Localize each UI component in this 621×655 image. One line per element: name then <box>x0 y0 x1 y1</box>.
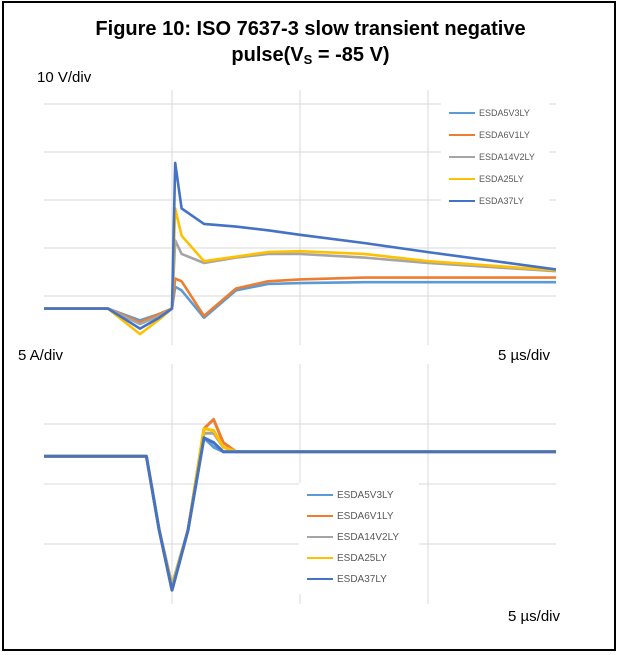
legend-entry: ESDA5V3LY <box>479 108 530 118</box>
series-line-esda25ly <box>44 207 556 336</box>
series-line-esda14v2ly <box>44 239 556 326</box>
legend-entry: ESDA6V1LY <box>479 130 530 140</box>
legend-entry: ESDA6V1LY <box>337 511 394 522</box>
legend-entry: ESDA25LY <box>479 174 524 184</box>
legend-entry: ESDA25LY <box>337 553 387 564</box>
legend: ESDA5V3LY ESDA6V1LY ESDA14V2LY ESDA25LY ESDA… <box>441 101 549 217</box>
legend-background <box>441 101 549 217</box>
voltage-chart: ESDA5V3LY ESDA6V1LY ESDA14V2LY ESDA25LY ESDA… <box>44 90 556 345</box>
series-line-esda37ly <box>44 161 556 330</box>
current-chart: ESDA5V3LY ESDA6V1LY ESDA14V2LY ESDA25LY ESDA… <box>44 364 556 604</box>
legend-entry: ESDA14V2LY <box>337 532 399 543</box>
current-scale-label: 5 A/div <box>18 347 64 364</box>
voltage-time-label: 5 µs/div <box>498 347 550 364</box>
legend-background <box>299 483 419 594</box>
current-time-label: 5 µs/div <box>508 608 560 625</box>
series-line-esda37ly <box>44 436 556 592</box>
figure-title-line1: Figure 10: ISO 7637-3 slow transient neg… <box>95 18 526 40</box>
legend-entry: ESDA37LY <box>479 196 524 206</box>
voltage-scale-label: 10 V/div <box>37 69 92 86</box>
title-line2-subscript: S <box>303 52 313 67</box>
figure-title-line2: pulse(VS = -85 V) <box>0 43 621 72</box>
legend-entry: ESDA37LY <box>337 574 387 585</box>
title-line2-suffix: = -85 V) <box>312 44 390 66</box>
series-line-esda5v3ly <box>44 280 556 322</box>
legend-entry: ESDA5V3LY <box>337 490 394 501</box>
legend-entry: ESDA14V2LY <box>479 152 535 162</box>
series-line-esda6v1ly <box>44 276 556 324</box>
title-line2-prefix: pulse(V <box>231 44 304 66</box>
legend: ESDA5V3LY ESDA6V1LY ESDA14V2LY ESDA25LY ESDA… <box>299 483 419 594</box>
